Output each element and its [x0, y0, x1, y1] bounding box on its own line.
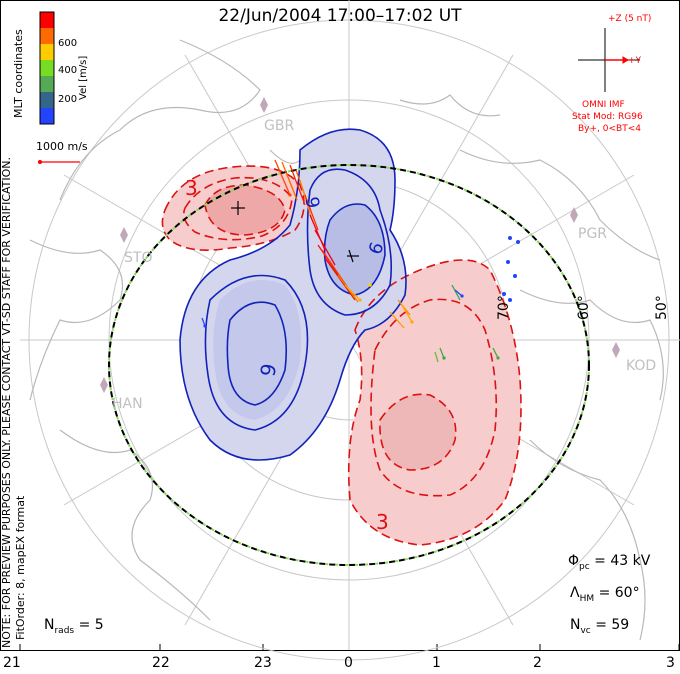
- radar-label-gbr: GBR: [264, 118, 295, 134]
- imf-condition: By+, 0<BT<4: [578, 124, 641, 134]
- latitude-label-70: 70°: [496, 295, 512, 320]
- radar-label-han: HAN: [112, 396, 143, 412]
- mlt-tick-22: 22: [152, 655, 170, 671]
- scale-vector-label: 1000 m/s: [36, 140, 88, 153]
- n-rads-value: = 5: [78, 617, 104, 633]
- imf-z-label: +Z (5 nT): [608, 14, 652, 24]
- mlt-tick-3: 3: [666, 655, 675, 671]
- radar-sites: [100, 97, 620, 393]
- velocity-vectors: [201, 159, 499, 363]
- contour-label-pos-1: 3: [185, 176, 198, 200]
- contour-label-pos-2: 3: [376, 510, 389, 534]
- colorbar-label: Vel [m/s]: [78, 55, 89, 100]
- mlt-tick-21: 21: [3, 655, 21, 671]
- plot-title: 22/Jun/2004 17:00–17:02 UT: [218, 6, 462, 26]
- velocity-colorbar: [39, 11, 55, 125]
- n-vc-value: = 59: [595, 617, 630, 633]
- latitude-label-60: 60°: [576, 295, 592, 320]
- lambda-hm-stat: ΛHM = 60°: [570, 585, 640, 604]
- velocity-points: [203, 193, 520, 360]
- radar-label-pgr: PGR: [578, 226, 608, 242]
- positive-contours: [161, 165, 522, 546]
- potential-extrema: [231, 201, 359, 263]
- negative-contours: [179, 128, 407, 461]
- phi-pc-value: = 43 kV: [594, 553, 651, 569]
- imf-dial: [578, 28, 640, 92]
- colorbar-tick-400: 400: [58, 65, 78, 76]
- latitude-label-50: 50°: [654, 295, 670, 320]
- mlt-tick-2: 2: [533, 655, 542, 671]
- hm-boundary: [108, 164, 590, 566]
- n-rads-stat: Nrads = 5: [44, 617, 104, 636]
- radar-label-sto: STO: [124, 250, 153, 266]
- mlt-tick-23: 23: [254, 655, 272, 671]
- scale-vector: [38, 160, 80, 164]
- fitorder-note: FitOrder: 8, mapEX format: [14, 495, 27, 640]
- phi-pc-stat: Φpc = 43 kV: [568, 553, 651, 572]
- preview-note: NOTE: FOR PREVIEW PURPOSES ONLY. PLEASE …: [0, 156, 13, 648]
- lambda-hm-value: = 60°: [598, 585, 640, 601]
- coords-label: MLT coordinates: [12, 29, 25, 118]
- n-vc-stat: Nvc = 59: [570, 617, 630, 636]
- mlt-tick-0: 0: [344, 655, 353, 671]
- imf-y-label: +Y: [628, 56, 642, 66]
- colorbar-tick-200: 200: [58, 94, 78, 105]
- stat-model: Stat Mod: RG96: [572, 112, 643, 122]
- radar-label-kod: KOD: [626, 358, 657, 374]
- imf-source: OMNI IMF: [582, 100, 625, 110]
- colorbar-tick-600: 600: [58, 38, 78, 49]
- mlt-tick-1: 1: [432, 655, 441, 671]
